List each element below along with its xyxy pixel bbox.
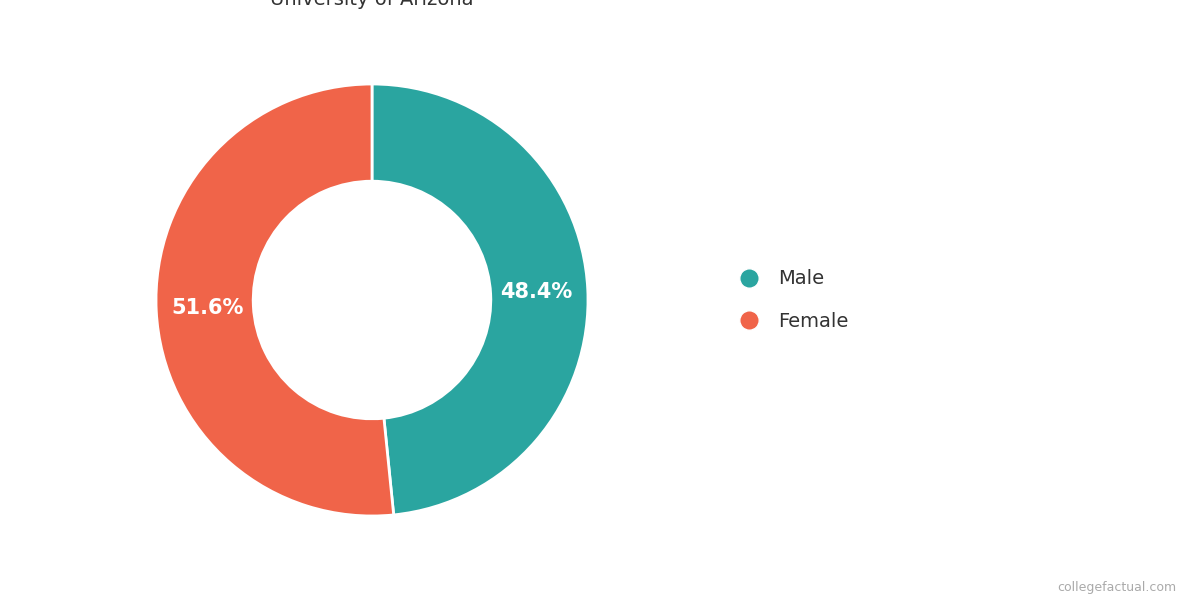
Text: 48.4%: 48.4% [500,282,572,302]
Legend: Male, Female: Male, Female [730,269,848,331]
Wedge shape [156,84,394,516]
Text: 51.6%: 51.6% [172,298,245,318]
Title: Male/Female Breakdown of Undergraduate Students at
University of Arizona: Male/Female Breakdown of Undergraduate S… [104,0,640,9]
Text: collegefactual.com: collegefactual.com [1057,581,1176,594]
Wedge shape [372,84,588,515]
